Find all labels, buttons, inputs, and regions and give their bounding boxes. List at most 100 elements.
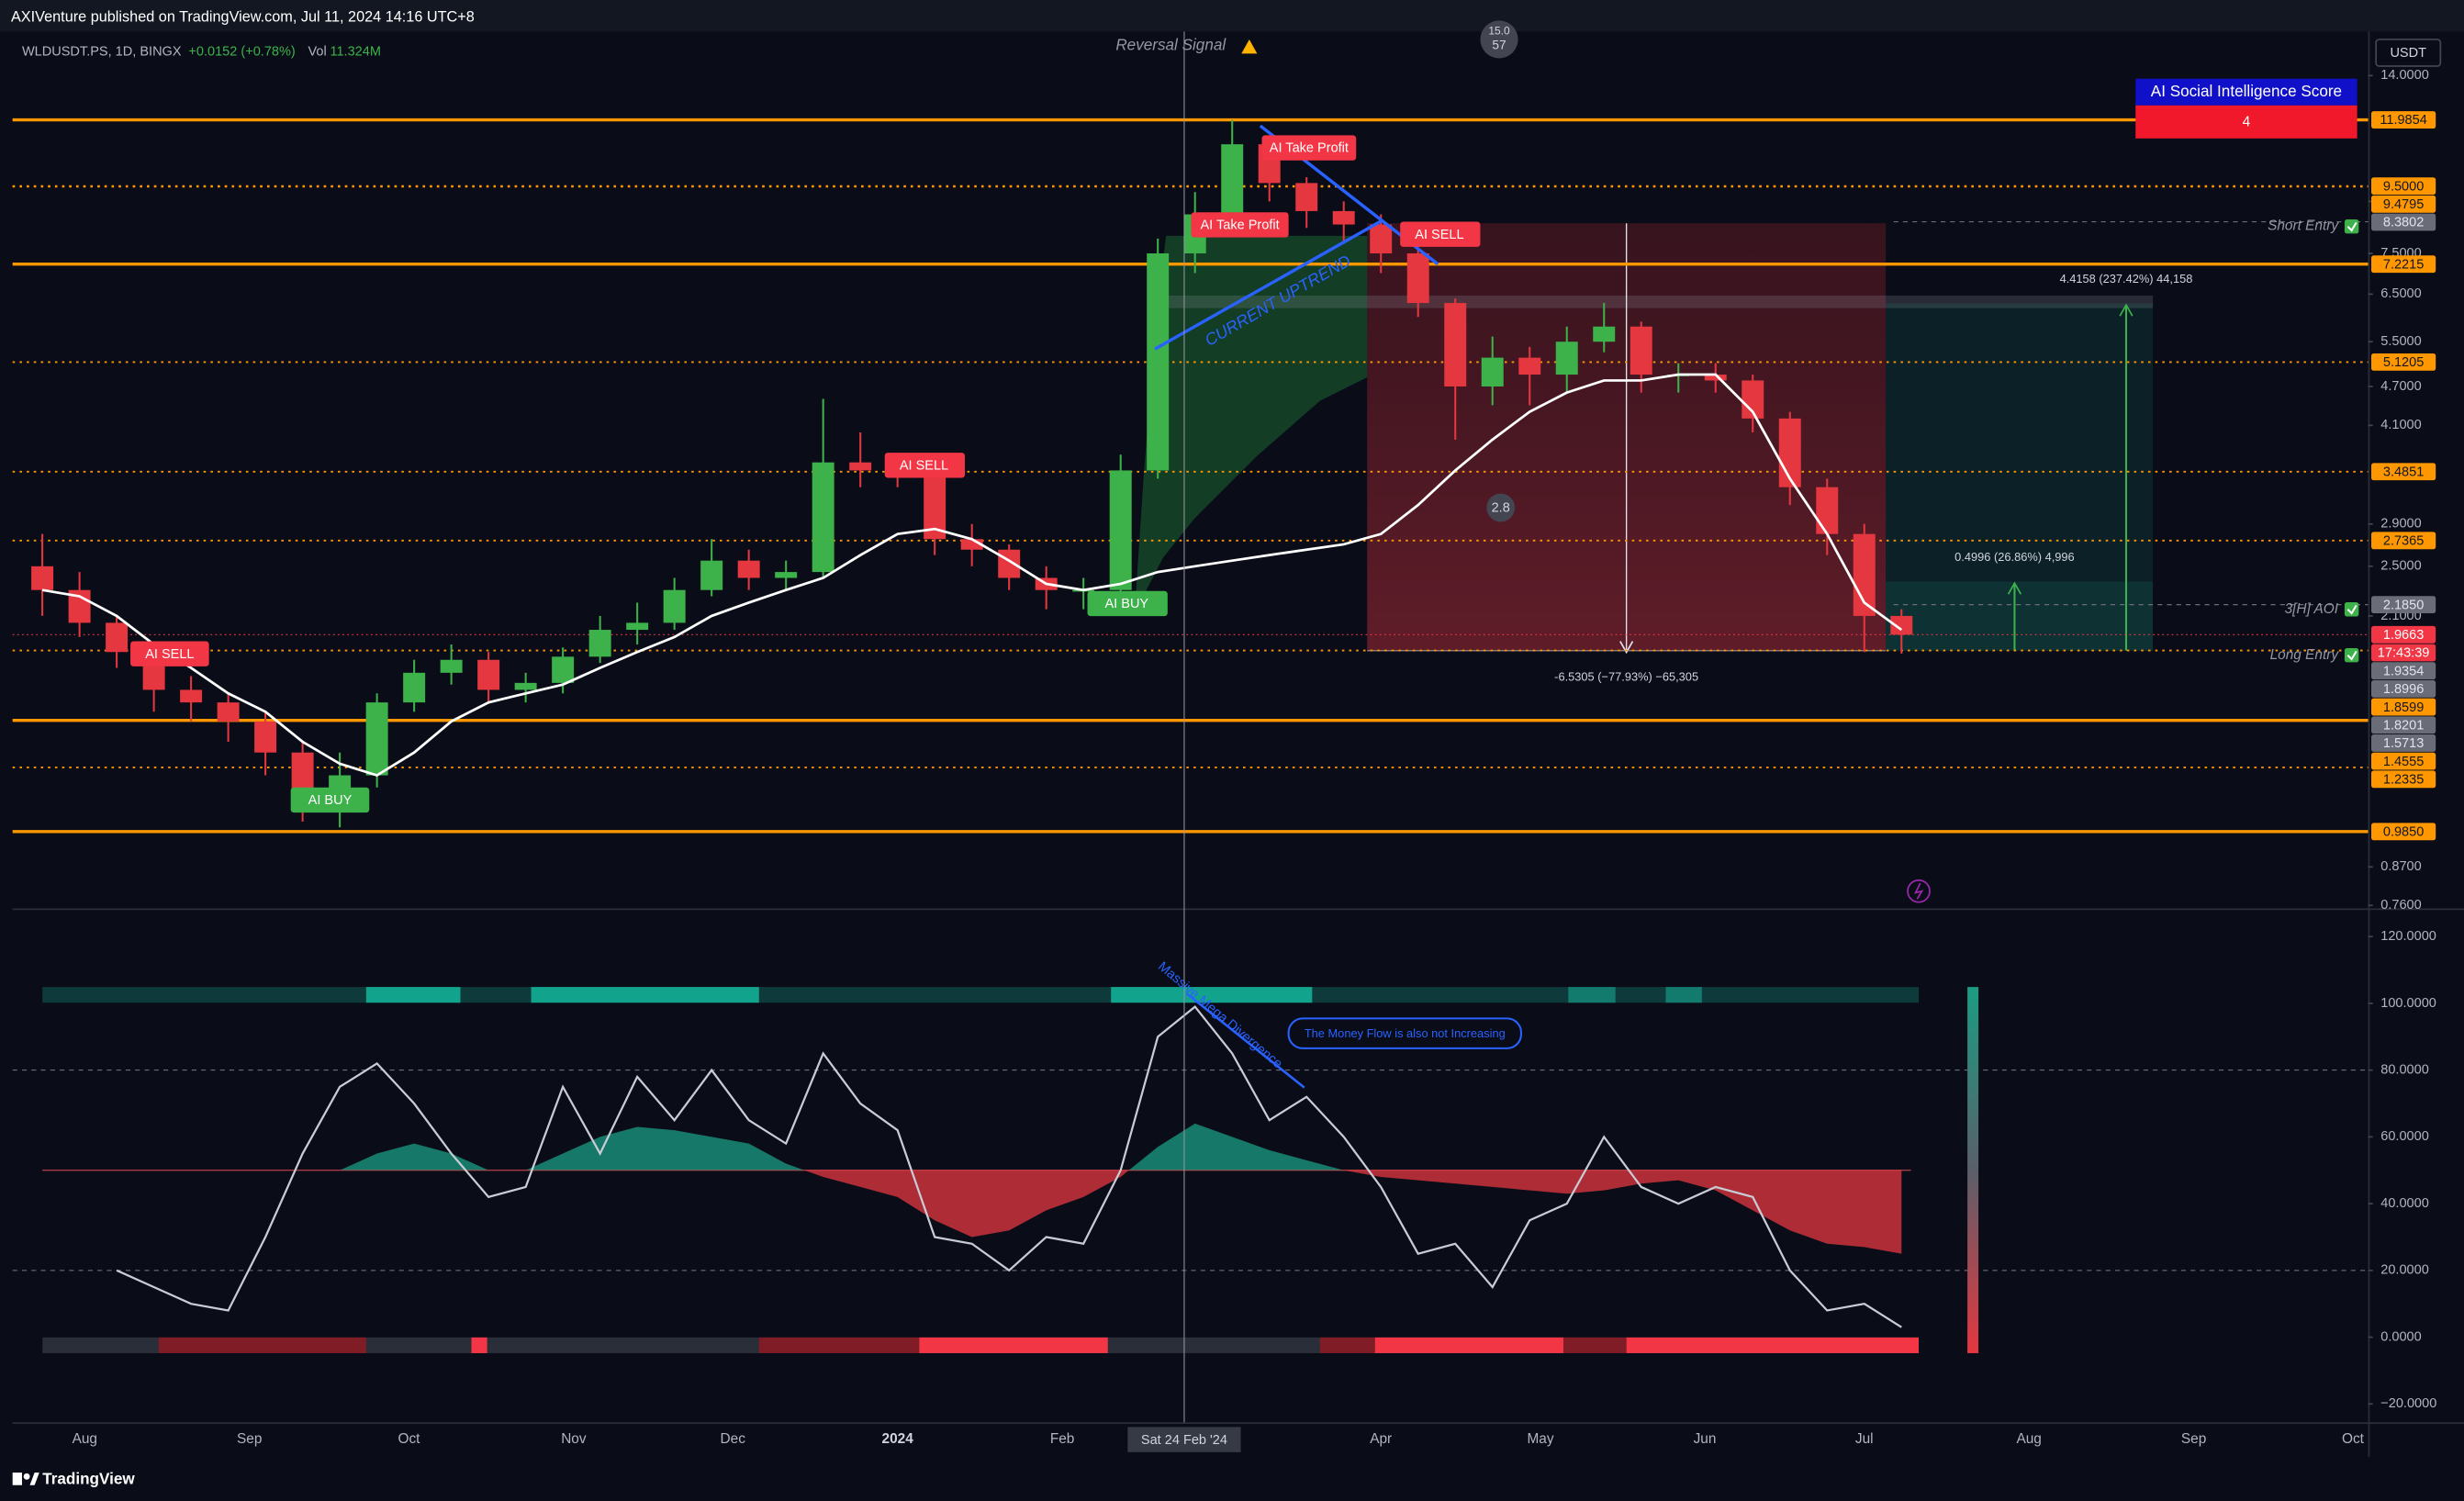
uptrend-line	[1154, 218, 1384, 351]
note-text: The Money Flow is also not Increasing	[1305, 1026, 1506, 1040]
candle-body	[217, 702, 240, 722]
state-strip-block	[758, 1337, 920, 1353]
candle-body	[1704, 375, 1727, 381]
price-tag	[2371, 679, 2436, 698]
brand: TradingView	[42, 1470, 135, 1487]
y-tick-label: 2.9000	[2380, 517, 2421, 532]
check-mark	[2346, 221, 2358, 232]
note-box	[1287, 1017, 1522, 1049]
candle-body	[663, 589, 686, 623]
y-tick-label: 4.1000	[2380, 418, 2421, 432]
x-tick-label: Oct	[398, 1431, 420, 1447]
price-tag	[2371, 625, 2436, 644]
price-tag	[2371, 463, 2436, 481]
signal-buy	[290, 787, 370, 813]
y-tick-label: 6.5000	[2380, 286, 2421, 301]
level-note: Long Entry	[2270, 647, 2340, 663]
price-tag-label: 11.9854	[2380, 113, 2426, 128]
x-tick-label: Jul	[1855, 1431, 1874, 1447]
candle-body	[1481, 357, 1504, 386]
signal-sell	[884, 453, 966, 478]
x-tick-label: Sep	[237, 1431, 262, 1447]
candle-body	[403, 672, 426, 703]
price-tag-label: 9.5000	[2383, 179, 2424, 194]
y-tick-label: 4.7000	[2380, 379, 2421, 394]
candle-body	[1444, 303, 1467, 386]
price-tag-label: 1.8201	[2383, 718, 2424, 733]
crosshair-label-box	[1127, 1427, 1241, 1452]
alert-icon[interactable]	[1907, 879, 1931, 903]
x-tick-label: Jun	[1694, 1431, 1717, 1447]
price-tag-label: 0.9850	[2383, 824, 2424, 839]
level-note: Short Entry	[2268, 218, 2339, 234]
signal-take-profit	[1191, 212, 1289, 238]
price-tag	[2371, 532, 2436, 550]
y-tick-label: 40.0000	[2380, 1196, 2429, 1211]
x-tick-label: Nov	[561, 1431, 587, 1447]
currency-box[interactable]	[2375, 39, 2442, 67]
candle-body	[1816, 487, 1839, 534]
state-strip-block	[1374, 1337, 1564, 1353]
price-tag-label: 17:43:39	[2378, 646, 2430, 661]
levels: Long Entry Short Entry 3[H] AOI	[12, 118, 2369, 834]
bubble-text: 2.8	[1492, 501, 1510, 516]
price-tag	[2371, 596, 2436, 614]
candle-body	[254, 721, 277, 753]
y-tick-label: 0.7600	[2380, 898, 2421, 913]
measure-box-small	[1886, 581, 2154, 651]
candle-body	[552, 656, 575, 683]
y-tick-label: 60.0000	[2380, 1129, 2429, 1144]
candle-body	[1295, 183, 1318, 211]
state-strip-block	[1111, 987, 1313, 1003]
candle-body	[1853, 533, 1876, 616]
signal-text: AI SELL	[145, 647, 194, 662]
signal-text: AI BUY	[1104, 597, 1148, 611]
top-bar	[0, 0, 2464, 32]
candle-body	[1332, 210, 1355, 225]
x-tick-label: Feb	[1050, 1431, 1075, 1447]
x-tick-label: Oct	[2342, 1431, 2365, 1447]
signal-buy	[1087, 590, 1168, 617]
measure-label: 0.4996 (26.86%) 4,996	[1954, 550, 2075, 564]
price-tag	[2371, 213, 2436, 231]
uptrend-cloud	[1134, 235, 1368, 613]
candle-body	[1109, 470, 1132, 590]
state-strip-block	[919, 1337, 1108, 1353]
signal-sell	[130, 641, 209, 666]
y-tick-label: 14.0000	[2380, 68, 2429, 83]
price-tag-label: 8.3802	[2383, 216, 2424, 230]
alert-icon	[1914, 882, 1924, 900]
logo	[12, 1473, 22, 1485]
logo	[23, 1473, 30, 1480]
crosshair-label: Sat 24 Feb '24	[1141, 1433, 1227, 1448]
score-title-box	[2135, 78, 2358, 106]
reversal-signal: Reversal Signal	[1115, 36, 1226, 53]
y-tick-label: 5.5000	[2380, 334, 2421, 349]
price-tag	[2371, 734, 2436, 752]
bubble	[1480, 20, 1518, 59]
symbol: WLDUSDT.PS, 1D, BINGX	[22, 44, 182, 59]
price-tag	[2371, 255, 2436, 274]
signal-text: AI Take Profit	[1200, 218, 1279, 233]
candle-body	[1147, 252, 1170, 471]
logo	[29, 1473, 39, 1485]
candle-body	[1890, 615, 1913, 635]
measure-arrow	[2007, 581, 2022, 595]
signal-take-profit	[1261, 135, 1357, 161]
candle-body	[31, 566, 54, 590]
price-tag-label: 3.4851	[2383, 465, 2424, 479]
price-tags: 11.9854 9.5000 9.4795 8.3802 7.2215 5.1205 3.4…	[2371, 111, 2436, 841]
state-strip-block	[158, 1337, 366, 1353]
state-strip-block	[1319, 1337, 1375, 1353]
candle-body	[1555, 342, 1578, 375]
candle-body	[998, 549, 1021, 578]
candle-body	[849, 462, 872, 471]
state-strip-top	[42, 987, 1920, 1003]
oscillator-line	[116, 1005, 1902, 1328]
candle-body	[1518, 357, 1541, 375]
price-tag	[2371, 770, 2436, 789]
candle-body	[1630, 326, 1652, 375]
state-strip-block	[365, 987, 461, 1003]
volume-label: Vol	[308, 44, 327, 59]
x-tick-label: Aug	[2016, 1431, 2041, 1447]
